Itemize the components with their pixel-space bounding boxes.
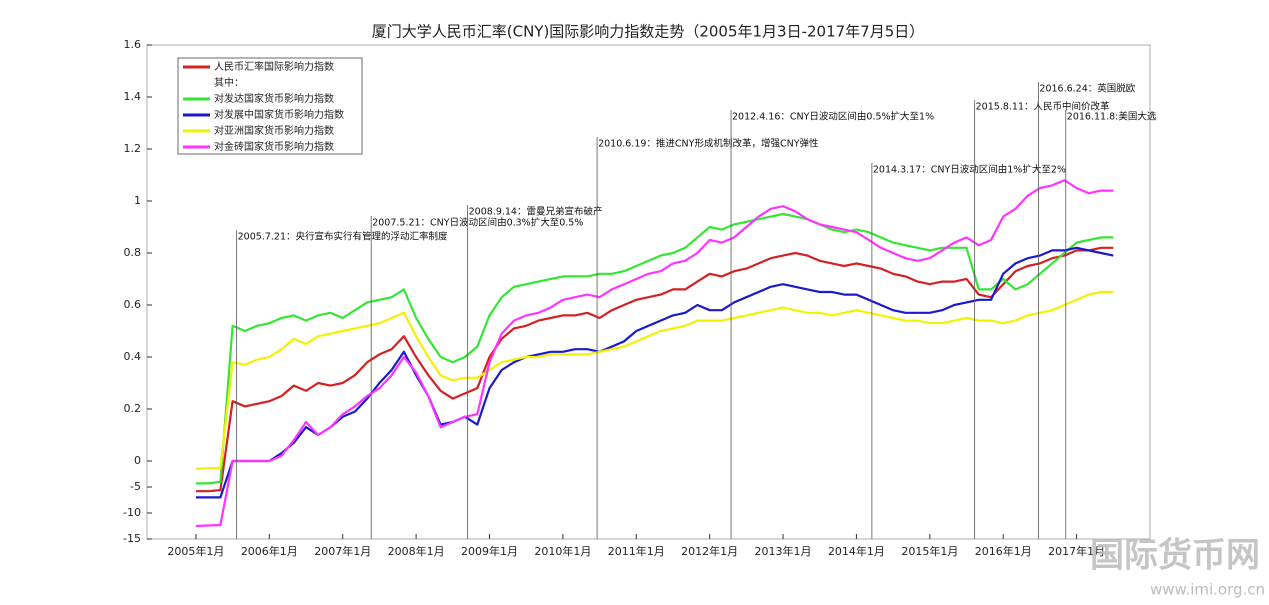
- y-tick-label: 1.6: [124, 38, 142, 51]
- x-tick-label: 2008年1月: [388, 544, 445, 558]
- x-tick-label: 2010年1月: [534, 544, 591, 558]
- y-tick-label: 0.4: [124, 350, 142, 363]
- y-tick-label: -10: [123, 506, 141, 519]
- legend-label: 对金砖国家货币影响力指数: [214, 140, 334, 153]
- y-tick-label: 0.6: [124, 298, 142, 311]
- y-tick-label: 0.2: [124, 402, 142, 415]
- x-tick-label: 2017年1月: [1048, 544, 1105, 558]
- annotation-text: 2014.3.17：CNY日波动区间由1%扩大至2%: [873, 164, 1066, 176]
- annotation-text: 2010.6.19：推进CNY形成机制改革，增强CNY弹性: [598, 138, 819, 150]
- series-line: [195, 246, 1114, 499]
- y-tick-label: 0: [134, 454, 141, 467]
- y-tick-label: -5: [130, 480, 141, 493]
- series-line: [195, 212, 1114, 485]
- watermark-logo: 国际货币网: [1090, 536, 1260, 576]
- annotation-text: 2005.7.21：央行宣布实行有管理的浮动汇率制度: [238, 231, 448, 243]
- x-tick-label: 2012年1月: [681, 544, 738, 558]
- y-tick-label: 1: [134, 194, 141, 207]
- series-line: [195, 290, 1114, 470]
- x-tick-label: 2015年1月: [901, 544, 958, 558]
- legend-label: 对发展中国家货币影响力指数: [214, 108, 344, 121]
- annotation-text: 2007.5.21：CNY日波动区间由0.3%扩大至0.5%: [372, 217, 583, 229]
- annotation-text: 2008.9.14：雷曼兄弟宣布破产: [469, 206, 603, 218]
- plot-frame: [146, 44, 1151, 540]
- legend-label: 对发达国家货币影响力指数: [214, 92, 334, 105]
- legend-box: [177, 57, 363, 155]
- watermark-url: www.imi.org.cn: [1150, 581, 1265, 599]
- chart-title: 厦门大学人民币汇率(CNY)国际影响力指数走势（2005年1月3日-2017年7…: [372, 23, 925, 41]
- annotation-text: 2012.4.16：CNY日波动区间由0.5%扩大至1%: [732, 111, 934, 123]
- x-tick-label: 2009年1月: [461, 544, 518, 558]
- series-line: [195, 179, 1114, 528]
- annotation-text: 2015.8.11：人民币中间价改革: [976, 101, 1110, 113]
- x-tick-label: 2016年1月: [975, 544, 1032, 558]
- x-tick-label: 2007年1月: [314, 544, 371, 558]
- y-tick-label: -15: [123, 532, 141, 545]
- x-tick-label: 2014年1月: [828, 544, 885, 558]
- annotation-text: 2016.11.8:美国大选: [1067, 111, 1157, 123]
- annotation-text: 2016.6.24：英国脱欧: [1039, 83, 1135, 95]
- y-tick-label: 1.2: [124, 142, 142, 155]
- legend-note: 其中：: [214, 76, 244, 89]
- y-tick-label: 0.8: [124, 246, 142, 259]
- x-tick-label: 2011年1月: [608, 544, 665, 558]
- x-tick-label: 2005年1月: [167, 544, 224, 558]
- x-tick-label: 2013年1月: [755, 544, 812, 558]
- x-tick-label: 2006年1月: [241, 544, 298, 558]
- y-tick-label: 1.4: [124, 90, 142, 103]
- legend-label: 对亚洲国家货币影响力指数: [214, 124, 334, 137]
- legend-label: 人民币汇率国际影响力指数: [214, 60, 334, 73]
- series-line: [195, 246, 1114, 493]
